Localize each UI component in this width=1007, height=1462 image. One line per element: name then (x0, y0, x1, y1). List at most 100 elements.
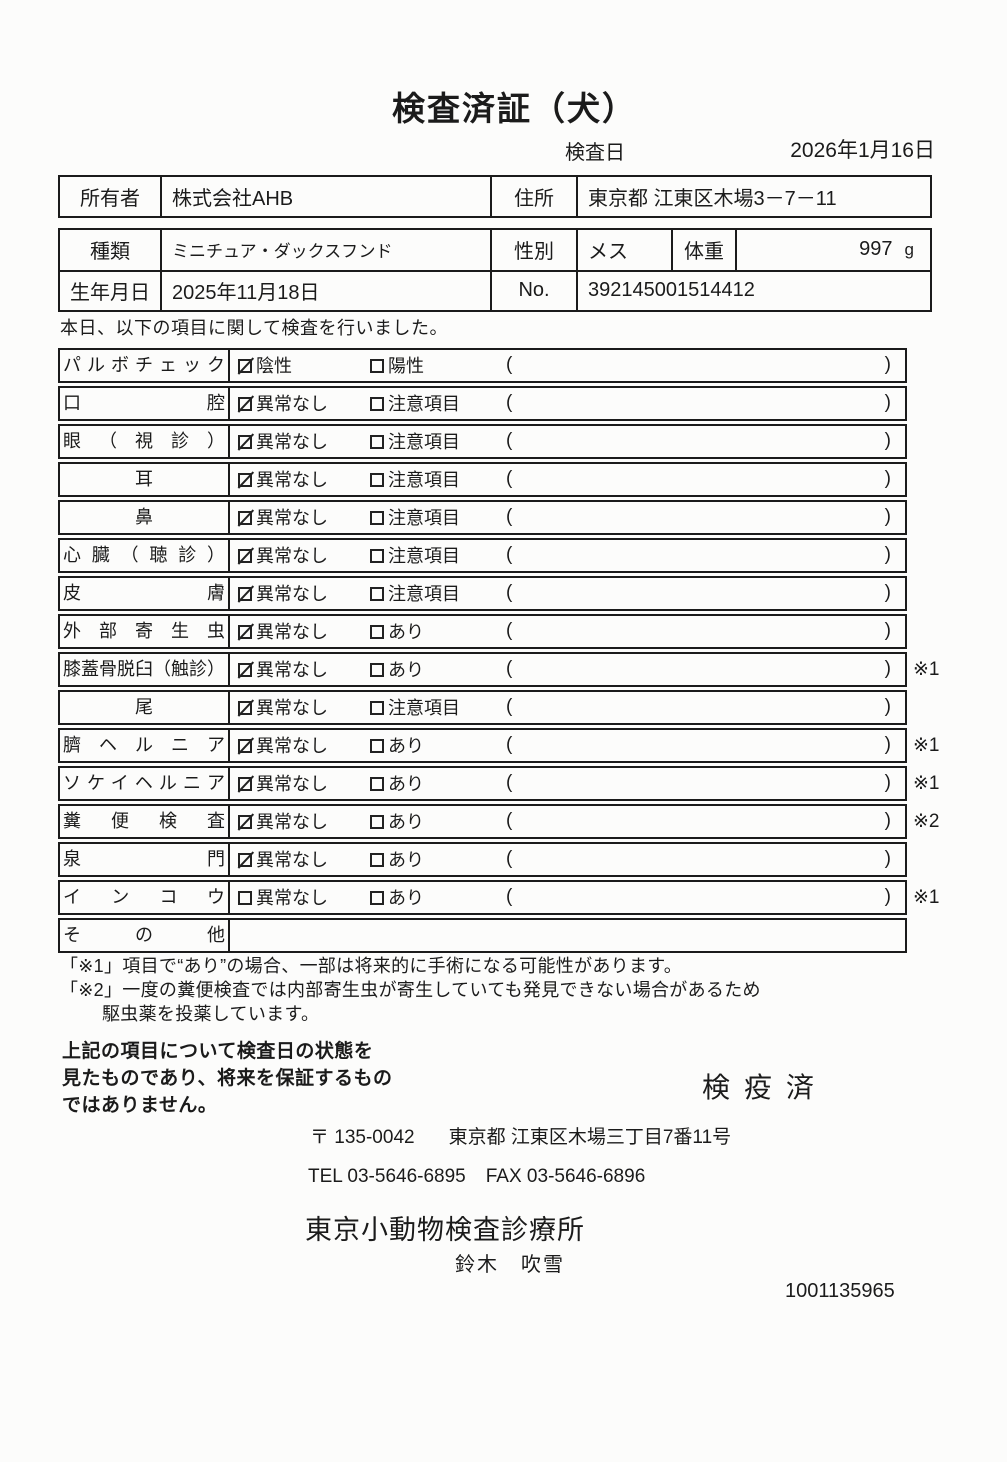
checklist-row: インコウ 異常なし あり ( ) ※1 (58, 880, 940, 915)
checklist-row: ソケイヘルニア 異常なし あり ( ) ※1 (58, 766, 940, 801)
checkbox-option2 (370, 396, 384, 411)
option1-label: 異常なし (256, 469, 328, 490)
option1-label: 異常なし (256, 431, 328, 452)
remarks-paren-open: ( (506, 430, 513, 451)
exam-item-options: 異常なし 注意項目 ( ) (230, 464, 905, 495)
option2-label: 注意項目 (388, 545, 460, 566)
option2: あり (370, 616, 424, 647)
option1: 異常なし (238, 730, 328, 761)
address-label: 住所 (492, 177, 578, 216)
option2: 注意項目 (370, 502, 460, 533)
checkbox-option1 (238, 776, 252, 791)
remarks-paren-open: ( (506, 658, 513, 679)
remarks-paren-close: ) (884, 696, 891, 717)
exam-checklist-table: パルボチェック 陰性 陽性 ( ) 口腔 異常なし (58, 348, 940, 956)
exam-item-options: 異常なし あり ( ) (230, 882, 905, 913)
footnote-marker: ※2 (913, 811, 940, 832)
remarks-paren-open: ( (506, 772, 513, 793)
option1: 異常なし (238, 578, 328, 609)
option1: 異常なし (238, 882, 328, 913)
disclaimer-line-1: 上記の項目について検査日の状態を (62, 1041, 374, 1062)
option1: 異常なし (238, 616, 328, 647)
exam-item-options: 異常なし あり ( ) (230, 616, 905, 647)
remarks-paren-close: ) (884, 810, 891, 831)
option1: 異常なし (238, 540, 328, 571)
checklist-row: 眼（視診） 異常なし 注意項目 ( ) (58, 424, 907, 459)
option1: 異常なし (238, 654, 328, 685)
owner-label: 所有者 (60, 177, 162, 216)
exam-item-options: 異常なし 注意項目 ( ) (230, 692, 905, 723)
option2: あり (370, 730, 424, 761)
remarks-paren-close: ) (884, 430, 891, 451)
checkbox-option1 (238, 548, 252, 563)
remarks-paren-open: ( (506, 392, 513, 413)
checkbox-option1 (238, 814, 252, 829)
option2: 注意項目 (370, 464, 460, 495)
owner-row: 所有者 株式会社AHB 住所 東京都 江東区木場3－7－11 (60, 177, 930, 216)
exam-item-label: パルボチェック (60, 350, 230, 381)
exam-item-label: ソケイヘルニア (60, 768, 230, 799)
checklist-row: 耳 異常なし 注意項目 ( ) (58, 462, 907, 497)
footnote-marker: ※1 (913, 659, 940, 680)
exam-item-label: 心臓（聴診） (60, 540, 230, 571)
exam-item-options (230, 920, 905, 951)
remarks-paren-close: ) (884, 620, 891, 641)
remarks-paren-close: ) (884, 734, 891, 755)
remarks-paren-close: ) (884, 468, 891, 489)
checklist-row: 皮膚 異常なし 注意項目 ( ) (58, 576, 907, 611)
option1-label: 異常なし (256, 773, 328, 794)
birthdate-value: 2025年11月18日 (162, 271, 492, 310)
checkbox-option2 (370, 662, 384, 677)
footnote-1: 「※1」項目で“あり”の場合、一部は将来的に手術になる可能性があります。 (60, 956, 683, 976)
option2-label: 注意項目 (388, 469, 460, 490)
exam-item-label: 糞便検査 (60, 806, 230, 837)
remarks-paren-close: ) (884, 392, 891, 413)
remarks-paren-open: ( (506, 620, 513, 641)
option1-label: 異常なし (256, 545, 328, 566)
checklist-row: 鼻 異常なし 注意項目 ( ) (58, 500, 907, 535)
veterinarian-name: 鈴木 吹雪 (455, 1254, 565, 1276)
page-title: 検査済証（犬） (392, 90, 637, 127)
remarks-paren-close: ) (884, 354, 891, 375)
checkbox-option2 (370, 624, 384, 639)
option2: あり (370, 882, 424, 913)
option2-label: あり (388, 735, 424, 756)
checkbox-option2 (370, 776, 384, 791)
intro-statement: 本日、以下の項目に関して検査を行いました。 (60, 318, 448, 338)
checkbox-option1 (238, 586, 252, 601)
checkbox-option2 (370, 890, 384, 905)
checklist-row: パルボチェック 陰性 陽性 ( ) (58, 348, 907, 383)
option2-label: 注意項目 (388, 393, 460, 414)
quarantine-stamp: 検疫済 (702, 1072, 829, 1103)
option1: 異常なし (238, 844, 328, 875)
disclaimer-block: 上記の項目について検査日の状態を 見たものであり、将来を保証するもの ではありま… (62, 1038, 393, 1119)
checkbox-option1 (238, 358, 252, 373)
checkbox-option1 (238, 472, 252, 487)
option1-label: 異常なし (256, 735, 328, 756)
checklist-row: 糞便検査 異常なし あり ( ) ※2 (58, 804, 940, 839)
exam-item-options: 異常なし 注意項目 ( ) (230, 540, 905, 571)
footnote-2-continued: 駆虫薬を投薬しています。 (102, 1004, 320, 1024)
option1: 陰性 (238, 350, 292, 381)
document-code: 1001135965 (785, 1280, 895, 1302)
footnote-marker: ※1 (913, 887, 940, 908)
remarks-paren-open: ( (506, 354, 513, 375)
exam-item-label: 眼（視診） (60, 426, 230, 457)
clinic-tel: TEL 03-5646-6895 (308, 1166, 466, 1187)
breed-sex-weight-row: 種類 ミニチュア・ダックスフンド 性別 メス 体重 997 g (60, 230, 930, 270)
option2: あり (370, 654, 424, 685)
option1-label: 陰性 (256, 355, 292, 376)
remarks-paren-close: ) (884, 658, 891, 679)
clinic-postal-code: 〒 135-0042 (310, 1127, 415, 1148)
footnote-marker: ※1 (913, 735, 940, 756)
remarks-paren-open: ( (506, 506, 513, 527)
remarks-paren-close: ) (884, 506, 891, 527)
owner-value: 株式会社AHB (162, 177, 492, 216)
exam-item-label: その他 (60, 920, 230, 951)
checkbox-option2 (370, 814, 384, 829)
option1-label: 異常なし (256, 583, 328, 604)
footnote-marker: ※1 (913, 773, 940, 794)
option2-label: あり (388, 887, 424, 908)
exam-item-options: 異常なし 注意項目 ( ) (230, 578, 905, 609)
breed-value: ミニチュア・ダックスフンド (162, 230, 492, 270)
